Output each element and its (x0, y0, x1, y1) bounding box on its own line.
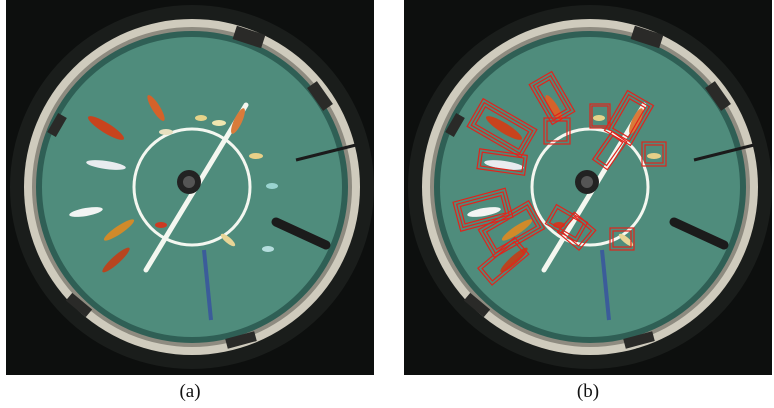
dark-cylinder (669, 217, 729, 250)
fish-group (69, 95, 278, 273)
detection-box (452, 187, 514, 232)
blue-rod (600, 249, 611, 321)
detection-box (641, 141, 667, 167)
rod-upper-right (295, 143, 357, 162)
inner-circle-marking (530, 127, 650, 247)
arena-photo-a (6, 0, 374, 375)
detection-boxes (452, 70, 667, 286)
water-edge (36, 31, 348, 343)
detection-box (543, 117, 571, 145)
detection-box (589, 103, 611, 129)
camera-icon (177, 170, 201, 194)
arena-photo-b (404, 0, 772, 375)
water-edge (434, 31, 746, 343)
camera-icon (575, 170, 599, 194)
photo-panel-b (404, 0, 772, 375)
dark-cylinder (271, 217, 331, 250)
detection-box (556, 211, 597, 252)
rim-equipment (47, 25, 333, 349)
detection-box (466, 97, 538, 159)
caption-a: (a) (179, 381, 201, 402)
detection-box (603, 89, 655, 147)
detection-box (476, 148, 528, 176)
rod-upper-right (693, 143, 755, 162)
fish-group (467, 95, 661, 273)
photo-panel-a (6, 0, 374, 375)
detection-box (591, 130, 628, 171)
detection-box (609, 227, 635, 251)
caption-b: (b) (576, 381, 600, 402)
inner-circle-marking (132, 127, 252, 247)
detection-box (477, 236, 530, 286)
blue-rod (202, 249, 213, 321)
rim-equipment (445, 25, 731, 349)
